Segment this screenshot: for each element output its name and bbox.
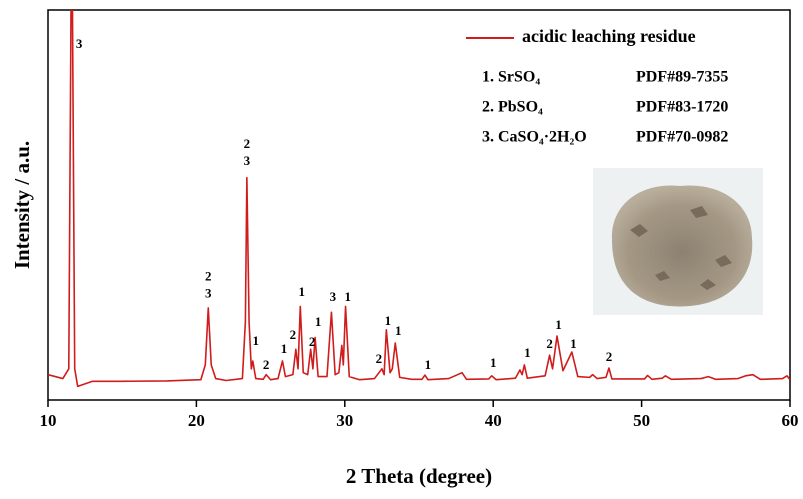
peak-label: 1 xyxy=(299,284,306,299)
peak-label: 1 xyxy=(345,289,352,304)
peak-label: 3 xyxy=(205,286,212,301)
peak-label: 2 xyxy=(244,136,251,151)
legend-label: acidic leaching residue xyxy=(522,26,696,46)
phase-label: 1. SrSO₄ xyxy=(482,69,540,86)
x-tick-label: 40 xyxy=(485,411,502,430)
x-tick-label: 60 xyxy=(782,411,799,430)
peak-label: 2 xyxy=(263,357,270,372)
peak-label: 2 xyxy=(606,349,613,364)
peak-label: 1 xyxy=(281,341,288,356)
peak-label: 1 xyxy=(253,333,260,348)
peak-label: 3 xyxy=(76,36,83,51)
phase-pdf: PDF#70-0982 xyxy=(636,129,728,146)
phase-label: 2. PbSO₄ xyxy=(482,99,543,116)
peak-label: 3 xyxy=(244,153,251,168)
x-tick-label: 30 xyxy=(336,411,353,430)
photo-inset xyxy=(593,168,763,315)
plot-frame xyxy=(47,9,791,401)
peak-label: 1 xyxy=(395,323,402,338)
phase-pdf: PDF#83-1720 xyxy=(636,99,728,116)
peak-label: 2 xyxy=(309,334,316,349)
peak-label: 1 xyxy=(570,336,577,351)
plot-area xyxy=(48,10,790,388)
peak-label: 3 xyxy=(330,289,337,304)
peak-label: 2 xyxy=(546,336,553,351)
peak-label: 1 xyxy=(385,313,392,328)
peak-label: 1 xyxy=(315,314,322,329)
peak-label: 1 xyxy=(490,355,497,370)
peak-label: 1 xyxy=(555,317,562,332)
phase-pdf: PDF#89-7355 xyxy=(636,69,728,86)
x-tick-label: 50 xyxy=(633,411,650,430)
y-axis-title: Intensity / a.u. xyxy=(10,141,34,269)
peak-label: 2 xyxy=(205,269,212,284)
peak-label: 1 xyxy=(524,345,531,360)
x-tick-label: 10 xyxy=(40,411,57,430)
peak-label: 1 xyxy=(425,357,432,372)
peak-label: 2 xyxy=(290,327,297,342)
data-line xyxy=(48,10,790,388)
x-tick-label: 20 xyxy=(188,411,205,430)
peak-label: 2 xyxy=(376,351,383,366)
phase-label: 3. CaSO₄·2H₂O xyxy=(482,129,587,146)
x-axis-title: 2 Theta (degree) xyxy=(346,464,492,488)
